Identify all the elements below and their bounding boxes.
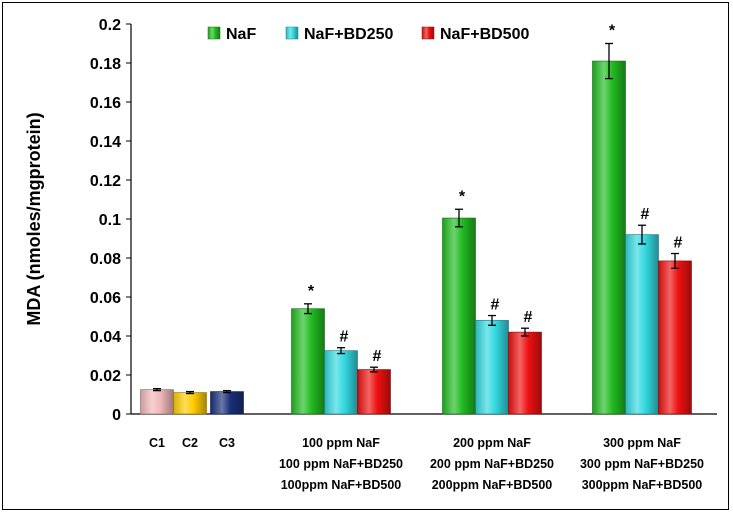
legend-swatch — [207, 26, 221, 40]
x-group-label: 200ppm NaF+BD500 — [432, 478, 553, 492]
y-tick-label: 0.06 — [90, 290, 121, 307]
bar-naf-bd500 — [357, 369, 391, 415]
x-group-label: 300 ppm NaF+BD250 — [580, 457, 704, 471]
bar-c3 — [210, 391, 244, 415]
x-group-label: 200 ppm NaF+BD250 — [430, 457, 554, 471]
x-group-label: 100 ppm NaF — [302, 436, 380, 450]
x-group-label: 200 ppm NaF — [453, 436, 531, 450]
legend-label: NaF+BD250 — [304, 26, 393, 43]
bar-naf — [291, 308, 325, 415]
legend-swatch — [285, 26, 299, 40]
significance-marker: * — [308, 283, 315, 300]
bar-naf-bd250 — [625, 234, 659, 415]
y-tick-label: 0.2 — [99, 17, 121, 34]
significance-marker: # — [674, 235, 683, 252]
bar-naf-bd250 — [475, 320, 509, 415]
x-category-label: C2 — [182, 436, 198, 450]
significance-marker: # — [373, 348, 382, 365]
bar-naf — [442, 217, 476, 415]
significance-marker: * — [609, 23, 616, 40]
y-tick-label: 0.08 — [90, 251, 121, 268]
y-tick-label: 0.04 — [90, 329, 121, 346]
legend-label: NaF — [226, 26, 256, 43]
y-tick-label: 0 — [112, 407, 121, 424]
significance-marker: # — [340, 329, 349, 346]
legend-swatch — [421, 26, 435, 40]
significance-marker: # — [524, 309, 533, 326]
y-tick-label: 0.14 — [90, 134, 121, 151]
x-group-label: 100ppm NaF+BD500 — [281, 478, 402, 492]
legend-label: NaF+BD500 — [440, 26, 529, 43]
x-group-label: 300 ppm NaF — [603, 436, 681, 450]
bar-c2 — [173, 392, 207, 415]
x-category-label: C1 — [149, 436, 165, 450]
bar-naf-bd500 — [508, 331, 542, 415]
x-group-label: 300ppm NaF+BD500 — [582, 478, 703, 492]
bar-naf — [592, 60, 626, 415]
y-tick-label: 0.16 — [90, 95, 121, 112]
x-group-label: 100 ppm NaF+BD250 — [279, 457, 403, 471]
bar-c1 — [140, 389, 174, 415]
y-tick-label: 0.12 — [90, 173, 121, 190]
y-axis-label: MDA (nmoles/mgprotein) — [24, 112, 44, 325]
significance-marker: # — [641, 206, 650, 223]
y-tick-label: 0.18 — [90, 56, 121, 73]
x-category-label: C3 — [219, 436, 235, 450]
significance-marker: * — [459, 188, 466, 205]
bar-naf-bd500 — [658, 260, 692, 415]
bar-naf-bd250 — [324, 350, 358, 415]
significance-marker: # — [491, 297, 500, 314]
y-tick-label: 0.1 — [99, 212, 121, 229]
y-tick-label: 0.02 — [90, 368, 121, 385]
